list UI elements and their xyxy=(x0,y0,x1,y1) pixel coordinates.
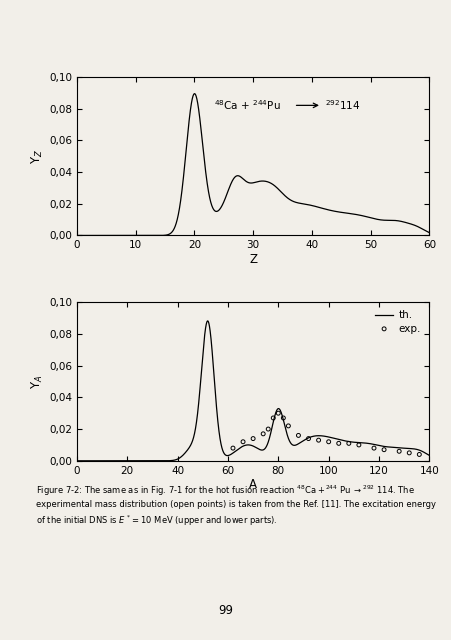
exp. xyxy=(249,433,256,444)
exp. xyxy=(380,445,387,455)
exp. xyxy=(334,438,341,449)
exp. xyxy=(345,438,352,449)
Text: $^{292}$114: $^{292}$114 xyxy=(325,99,360,112)
th. xyxy=(415,446,420,454)
exp. xyxy=(415,449,422,460)
Line: th.: th. xyxy=(77,321,428,461)
th. xyxy=(204,317,210,324)
exp. xyxy=(304,433,312,444)
exp. xyxy=(279,413,286,423)
exp. xyxy=(324,436,331,447)
exp. xyxy=(314,435,322,445)
Y-axis label: Y$_A$: Y$_A$ xyxy=(30,374,45,388)
exp. xyxy=(294,430,301,440)
th. xyxy=(225,452,230,460)
exp. xyxy=(269,413,276,423)
exp. xyxy=(354,440,362,450)
X-axis label: A: A xyxy=(249,479,257,492)
th. xyxy=(74,457,79,465)
exp. xyxy=(259,429,266,439)
exp. xyxy=(395,446,402,456)
exp. xyxy=(229,443,236,453)
Y-axis label: Y$_Z$: Y$_Z$ xyxy=(30,148,45,164)
th. xyxy=(241,442,247,449)
th. xyxy=(426,452,431,460)
Text: $^{48}$Ca + $^{244}$Pu: $^{48}$Ca + $^{244}$Pu xyxy=(214,99,281,112)
exp. xyxy=(405,448,412,458)
exp. xyxy=(274,408,281,419)
X-axis label: Z: Z xyxy=(249,253,257,266)
exp. xyxy=(284,420,291,431)
exp. xyxy=(264,424,271,434)
exp. xyxy=(369,443,377,453)
Text: 99: 99 xyxy=(218,604,233,618)
exp. xyxy=(239,436,246,447)
Legend: th., exp.: th., exp. xyxy=(370,307,424,338)
th. xyxy=(330,434,335,442)
th. xyxy=(222,451,227,458)
th. xyxy=(397,444,403,452)
Text: Figure 7-2: The same as in Fig. 7-1 for the hot fusion reaction $^{48}$Ca +$^{24: Figure 7-2: The same as in Fig. 7-1 for … xyxy=(36,483,435,528)
